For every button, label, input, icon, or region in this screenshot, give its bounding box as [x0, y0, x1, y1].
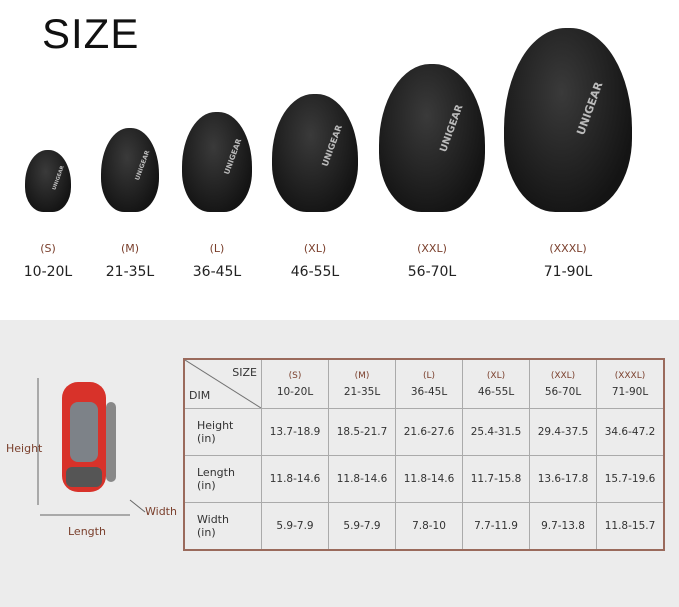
table-cell: 29.4-37.5 — [529, 408, 597, 456]
volume-label: 10-20L — [23, 264, 73, 280]
volume: 71-90L — [611, 385, 649, 398]
size-table: SIZE DIM (S) 10-20L (M) 21-35L (L) 36-45L (XL)… — [183, 358, 665, 551]
table-header-cell: (XXXL) 71-90L — [596, 358, 665, 409]
volume: 56-70L — [544, 385, 582, 398]
dimension-unit: (in) — [197, 432, 216, 445]
row-header: Length (in) — [183, 455, 262, 503]
table-header-cell: (M) 21-35L — [328, 358, 396, 409]
table-header-row: SIZE DIM (S) 10-20L (M) 21-35L (L) 36-45L (XL)… — [183, 358, 665, 409]
table-cell: 11.7-15.8 — [462, 455, 530, 503]
table-header-cell: (S) 10-20L — [261, 358, 329, 409]
table-cell: 18.5-21.7 — [328, 408, 396, 456]
volume: 36-45L — [410, 385, 448, 398]
size-code: (L) — [422, 370, 436, 381]
dimension-name: Height — [197, 419, 234, 432]
table-cell: 5.9-7.9 — [328, 502, 396, 551]
brand-logo: UNIGEAR — [221, 137, 243, 176]
volume-label: 36-45L — [192, 264, 242, 280]
dimension-name: Width — [197, 513, 229, 526]
size-code: (XL) — [486, 370, 506, 381]
volume: 10-20L — [276, 385, 314, 398]
dimension-name: Length — [197, 466, 235, 479]
brand-logo: UNIGEAR — [437, 103, 466, 154]
page-title: SIZE — [42, 10, 140, 57]
table-header-cell: (L) 36-45L — [395, 358, 463, 409]
rain-cover-0: UNIGEAR — [25, 150, 71, 212]
table-corner: SIZE DIM — [183, 358, 262, 409]
table-cell: 13.7-18.9 — [261, 408, 329, 456]
volume-label: 46-55L — [290, 264, 340, 280]
width-label: Width — [145, 505, 177, 518]
brand-logo: UNIGEAR — [573, 79, 606, 137]
corner-dim: DIM — [189, 389, 211, 402]
table-cell: 13.6-17.8 — [529, 455, 597, 503]
rain-cover-4: UNIGEAR — [379, 64, 485, 212]
table-cell: 34.6-47.2 — [596, 408, 665, 456]
size-label: (S) — [40, 242, 56, 255]
table-header-cell: (XXL) 56-70L — [529, 358, 597, 409]
dimension-unit: (in) — [197, 479, 216, 492]
size-code: (XXXL) — [614, 370, 646, 381]
table-cell: 11.8-15.7 — [596, 502, 665, 551]
height-label: Height — [6, 442, 43, 455]
dimension-arrows — [37, 378, 146, 516]
table-header-cell: (XL) 46-55L — [462, 358, 530, 409]
length-label: Length — [68, 525, 106, 538]
table-cell: 7.7-11.9 — [462, 502, 530, 551]
table-cell: 5.9-7.9 — [261, 502, 329, 551]
rain-cover-5: UNIGEAR — [504, 28, 632, 212]
table-cell: 11.8-14.6 — [395, 455, 463, 503]
size-code: (M) — [354, 370, 370, 381]
size-label: (M) — [120, 242, 140, 255]
volume-label: 56-70L — [407, 264, 457, 280]
table-row: Length (in) 11.8-14.6 11.8-14.6 11.8-14.6 11.… — [183, 455, 665, 503]
volume: 21-35L — [343, 385, 381, 398]
brand-logo: UNIGEAR — [134, 149, 152, 182]
size-label: (XL) — [303, 242, 327, 255]
table-cell: 11.8-14.6 — [261, 455, 329, 503]
table-cell: 15.7-19.6 — [596, 455, 665, 503]
table-row: Height (in) 13.7-18.9 18.5-21.7 21.6-27.6 25.… — [183, 408, 665, 456]
size-label: (XXL) — [417, 242, 447, 255]
table-cell: 25.4-31.5 — [462, 408, 530, 456]
volume-label: 71-90L — [543, 264, 593, 280]
size-label: (L) — [209, 242, 225, 255]
size-label: (XXXL) — [549, 242, 587, 255]
volume-label: 21-35L — [105, 264, 155, 280]
brand-logo: UNIGEAR — [51, 164, 66, 191]
table-cell: 9.7-13.8 — [529, 502, 597, 551]
dimension-unit: (in) — [197, 526, 216, 539]
table-row: Width (in) 5.9-7.9 5.9-7.9 7.8-10 7.7-11.9 9.7… — [183, 502, 665, 551]
volume: 46-55L — [477, 385, 515, 398]
row-header: Width (in) — [183, 502, 262, 551]
rain-cover-1: UNIGEAR — [101, 128, 159, 212]
row-header: Height (in) — [183, 408, 262, 456]
table-cell: 11.8-14.6 — [328, 455, 396, 503]
rain-cover-2: UNIGEAR — [182, 112, 252, 212]
table-cell: 7.8-10 — [395, 502, 463, 551]
table-cell: 21.6-27.6 — [395, 408, 463, 456]
corner-size: SIZE — [232, 366, 257, 379]
rain-cover-3: UNIGEAR — [272, 94, 358, 212]
size-code: (XXL) — [550, 370, 576, 381]
backpack-illustration — [62, 382, 116, 492]
brand-logo: UNIGEAR — [320, 124, 345, 169]
size-code: (S) — [288, 370, 302, 381]
